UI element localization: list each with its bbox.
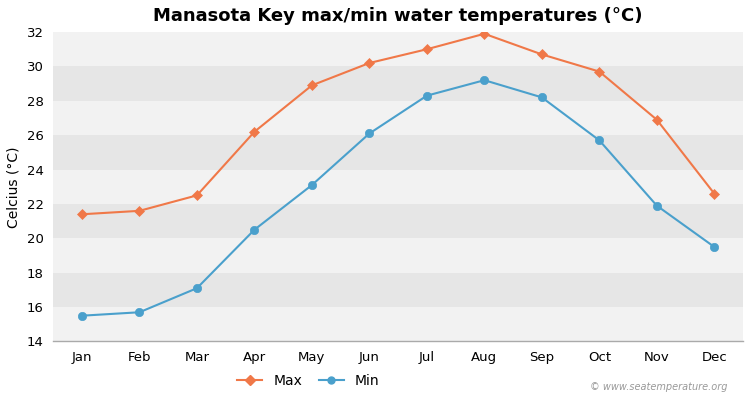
Max [77, 212, 86, 217]
Min [77, 313, 86, 318]
Title: Manasota Key max/min water temperatures (°C): Manasota Key max/min water temperatures … [154, 7, 643, 25]
Max [422, 47, 431, 52]
Max [135, 208, 144, 213]
Text: © www.seatemperature.org: © www.seatemperature.org [590, 382, 728, 392]
Min [135, 310, 144, 315]
Min [193, 286, 202, 290]
Min [595, 138, 604, 143]
Min [480, 78, 489, 82]
Bar [53, 66, 743, 101]
Bar [53, 273, 743, 307]
Bar [53, 204, 743, 238]
Min [652, 203, 662, 208]
Max [652, 117, 662, 122]
Bar [53, 170, 743, 204]
Max [710, 191, 718, 196]
Max [250, 129, 259, 134]
Max [193, 193, 202, 198]
Max [480, 31, 489, 36]
Min [710, 244, 718, 249]
Bar [53, 101, 743, 135]
Max [365, 60, 374, 65]
Bar [53, 307, 743, 342]
Min [422, 93, 431, 98]
Max [308, 83, 316, 88]
Max [595, 69, 604, 74]
Min [365, 131, 374, 136]
Line: Max: Max [78, 30, 718, 218]
Min [537, 95, 546, 100]
Line: Min: Min [78, 76, 718, 320]
Y-axis label: Celcius (°C): Celcius (°C) [7, 146, 21, 228]
Bar [53, 32, 743, 66]
Max [537, 52, 546, 57]
Min [250, 227, 259, 232]
Min [308, 183, 316, 188]
Bar [53, 238, 743, 273]
Legend: Max, Min: Max, Min [232, 368, 386, 393]
Bar [53, 135, 743, 170]
